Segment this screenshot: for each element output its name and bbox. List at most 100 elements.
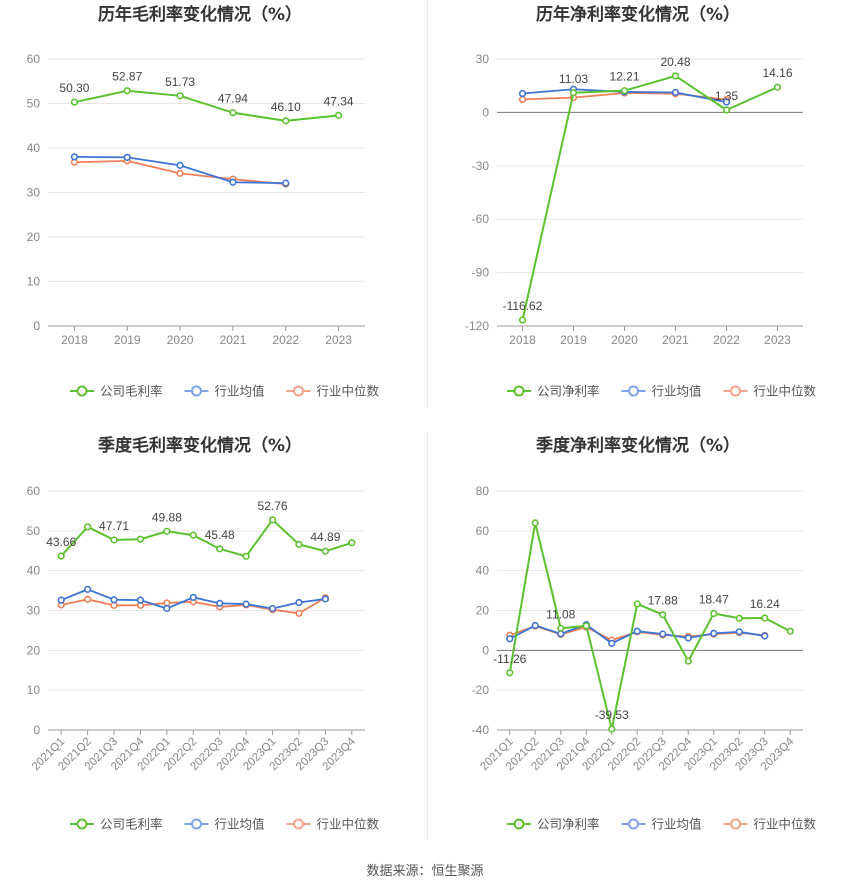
series-line-company xyxy=(60,518,353,558)
data-point xyxy=(735,614,743,622)
legend-label: 公司净利率 xyxy=(537,384,600,399)
data-point xyxy=(110,601,118,609)
x-tick-label: 2022 xyxy=(272,333,299,347)
data-point xyxy=(216,599,224,607)
legend-item: 行业中位数 xyxy=(723,384,817,399)
data-point xyxy=(110,536,118,544)
data-point xyxy=(268,604,277,613)
data-point xyxy=(531,519,539,527)
data-point xyxy=(70,153,79,161)
data-label: 50.30 xyxy=(59,81,89,95)
data-point xyxy=(684,634,692,642)
data-point xyxy=(506,635,514,643)
legend-item: 公司净利率 xyxy=(507,384,600,399)
data-point xyxy=(557,624,565,632)
legend-label: 行业均值 xyxy=(215,817,265,832)
data-point xyxy=(506,669,514,677)
chart-title: 历年净利率变化情况（%） xyxy=(536,4,740,25)
data-label: -39.53 xyxy=(595,708,629,722)
chart-2: 历年净利率变化情况（%） -120 -90 -60 -30 0 30 2018 2019 2020… xyxy=(465,4,817,399)
x-tick-label: 2023 xyxy=(325,333,352,347)
data-label: 43.66 xyxy=(46,535,76,549)
data-point xyxy=(242,600,250,608)
y-tick-label: 50 xyxy=(27,524,41,538)
data-point xyxy=(582,622,590,630)
data-point xyxy=(57,596,65,604)
data-point xyxy=(735,628,743,636)
legend-swatch-marker xyxy=(513,818,525,830)
data-point xyxy=(163,527,171,535)
data-point xyxy=(518,316,527,324)
legend-swatch-marker xyxy=(191,385,202,397)
data-label: 12.21 xyxy=(609,70,639,84)
y-tick-label: 40 xyxy=(476,564,490,578)
data-point xyxy=(722,98,731,106)
data-label: 17.88 xyxy=(648,594,678,608)
legend-item: 行业中位数 xyxy=(286,384,380,399)
data-point xyxy=(659,611,667,619)
y-tick-label: 60 xyxy=(27,52,41,66)
data-point xyxy=(295,609,303,617)
x-tick-label: 2022 xyxy=(713,333,740,347)
data-label: 47.94 xyxy=(218,92,248,106)
data-point xyxy=(710,629,718,638)
y-tick-label: 10 xyxy=(27,683,41,697)
y-tick-label: -90 xyxy=(472,266,490,280)
legend-label: 行业中位数 xyxy=(754,384,817,399)
y-tick-label: 20 xyxy=(27,643,41,657)
data-point xyxy=(671,88,680,97)
data-point xyxy=(163,604,171,613)
legend-item: 公司净利率 xyxy=(507,817,600,832)
legend-swatch-marker xyxy=(513,385,525,397)
data-point xyxy=(684,657,692,665)
data-point xyxy=(176,92,184,100)
legend-swatch-marker xyxy=(628,385,639,397)
x-tick-label: 2018 xyxy=(61,333,88,347)
legend-label: 行业中位数 xyxy=(317,817,380,832)
data-label: 1.35 xyxy=(715,89,739,103)
vertical-divider-top xyxy=(427,0,428,408)
y-tick-label: 60 xyxy=(27,484,41,498)
data-point xyxy=(671,72,680,80)
data-label: 47.34 xyxy=(324,94,354,108)
data-point xyxy=(761,632,769,640)
data-label: 51.73 xyxy=(165,75,195,89)
data-point xyxy=(282,179,290,187)
data-point xyxy=(659,630,667,638)
x-tick-label: 2020 xyxy=(611,333,638,347)
data-point xyxy=(608,639,616,647)
y-tick-label: 30 xyxy=(27,604,41,618)
data-point xyxy=(295,598,303,607)
x-tick-label: 2021 xyxy=(220,333,247,347)
data-point xyxy=(633,627,641,635)
y-tick-label: -60 xyxy=(472,212,490,226)
data-point xyxy=(722,106,731,114)
data-point xyxy=(710,609,718,618)
x-tick-label: 2020 xyxy=(167,333,194,347)
data-point xyxy=(123,87,131,95)
y-tick-label: 10 xyxy=(27,275,41,289)
y-tick-label: 0 xyxy=(33,319,40,333)
y-tick-label: 40 xyxy=(27,564,41,578)
series-line-company xyxy=(508,522,791,730)
data-point xyxy=(229,178,237,186)
data-label: 18.47 xyxy=(699,593,729,607)
x-tick-label: 2019 xyxy=(560,333,587,347)
legend-swatch-marker xyxy=(730,385,741,397)
y-tick-label: -30 xyxy=(472,159,490,173)
data-point xyxy=(84,523,92,531)
y-tick-label: 50 xyxy=(27,97,41,111)
chart-4: 季度净利率变化情况（%）-40-200204060802021Q12021Q22… xyxy=(472,435,817,832)
legend-label: 公司毛利率 xyxy=(100,384,163,399)
legend-label: 行业均值 xyxy=(652,817,702,832)
data-point xyxy=(620,87,629,95)
data-point xyxy=(518,95,527,104)
y-tick-label: 20 xyxy=(27,230,41,244)
data-point xyxy=(176,169,184,177)
legend-label: 行业均值 xyxy=(215,384,265,399)
x-tick-label: 2021 xyxy=(662,333,689,347)
y-tick-label: 20 xyxy=(476,604,490,618)
data-point xyxy=(282,117,290,125)
y-tick-label: -120 xyxy=(465,319,489,333)
